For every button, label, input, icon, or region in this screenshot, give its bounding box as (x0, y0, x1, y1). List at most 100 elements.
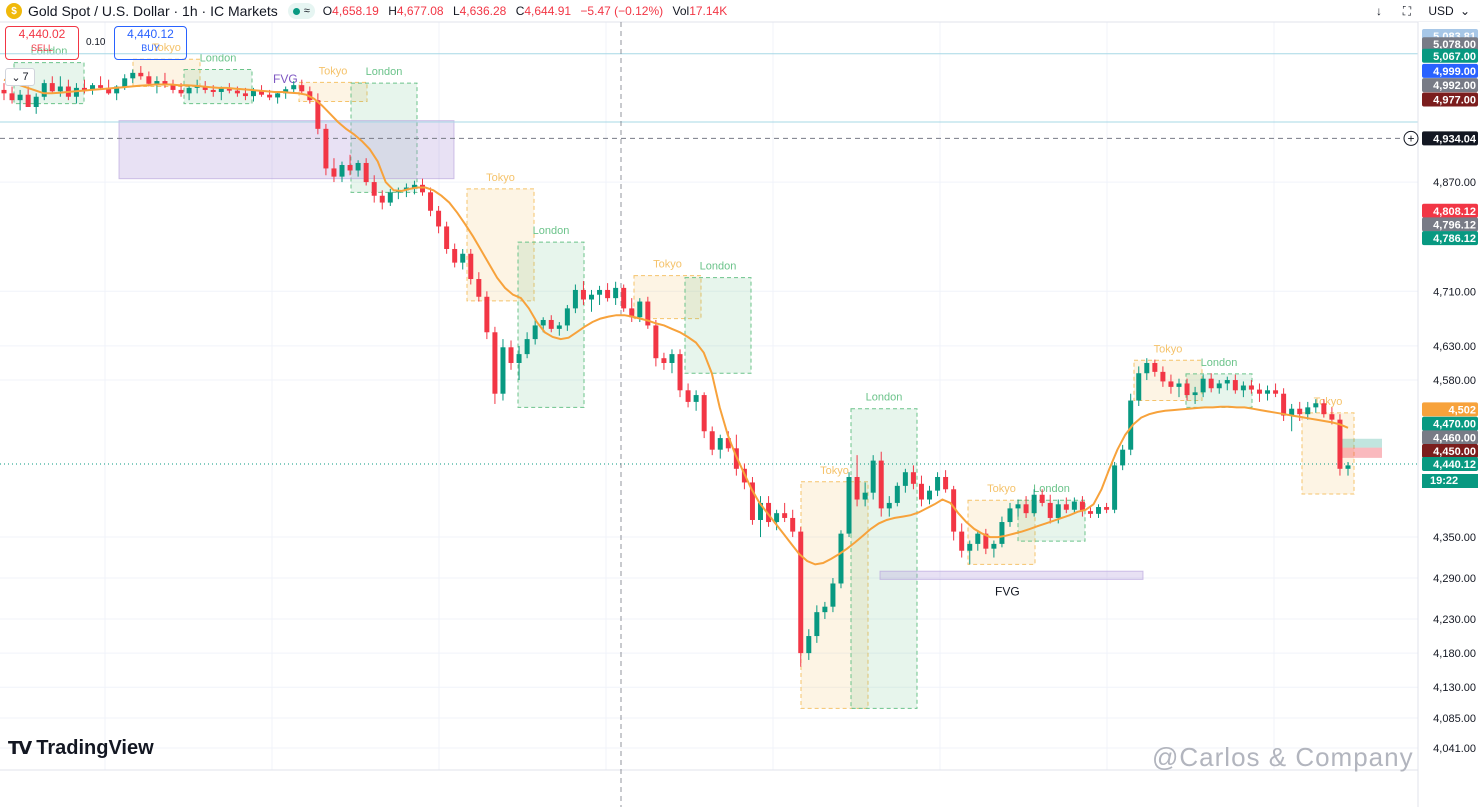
tradingview-logo[interactable]: 𝗧𝗩 TradingView (8, 737, 154, 760)
candle-body (822, 606, 828, 613)
indicator-count: 7 (22, 71, 29, 83)
price-label: 4,450.00 (1433, 446, 1476, 458)
chevron-down-icon[interactable]: ⌄ (1459, 4, 1471, 18)
session-label: London (1033, 483, 1070, 495)
candle-body (1321, 403, 1327, 415)
candle-body (677, 354, 683, 391)
candle-body (1240, 385, 1246, 391)
price-label: 4,470.00 (1433, 419, 1476, 431)
indicators-collapse-button[interactable]: ⌄ 7 (5, 68, 35, 86)
candle-body (250, 90, 256, 97)
price-label: 4,460.00 (1433, 432, 1476, 444)
candle-body (1265, 390, 1271, 394)
candle-body (1096, 507, 1102, 514)
candle-body (1216, 383, 1222, 389)
currency-selector[interactable]: USD (1428, 4, 1454, 18)
fvg-label: FVG (995, 584, 1020, 598)
candle-body (605, 289, 611, 299)
arrow-down-icon[interactable]: ↓ (1376, 4, 1382, 18)
price-label: 5,078.00 (1433, 39, 1476, 51)
fvg-label: FVG (273, 72, 298, 86)
sell-price: 4,440.02 (18, 27, 66, 41)
candle-body (81, 87, 87, 90)
candle-body (114, 86, 120, 94)
candles (1, 66, 1351, 667)
candle-body (1273, 390, 1279, 394)
candle-body (1329, 414, 1335, 420)
candle-body (323, 128, 329, 169)
gold-coin-icon: $ (6, 3, 22, 19)
candle-body (387, 192, 393, 203)
candle-body (1047, 502, 1053, 518)
candle-body (1152, 362, 1158, 372)
y-tick-label: 4,580.00 (1433, 375, 1476, 387)
session-label: London (31, 46, 68, 58)
candle-body (25, 94, 31, 107)
session-label: Tokyo (486, 172, 515, 184)
candle-body (749, 482, 755, 520)
price-label: 4,992.00 (1433, 80, 1476, 92)
candle-body (532, 325, 538, 340)
buy-button[interactable]: 4,440.12 BUY (114, 26, 187, 60)
candle-body (951, 489, 957, 532)
session-label: Tokyo (820, 465, 849, 477)
fullscreen-icon[interactable]: ⛶ (1402, 3, 1412, 18)
sell-button[interactable]: 4,440.02 SELL (5, 26, 79, 60)
y-tick-label: 4,870.00 (1433, 177, 1476, 189)
market-status-pill[interactable]: ≈ (287, 3, 315, 19)
wave-icon: ≈ (303, 5, 310, 17)
candle-body (1281, 393, 1287, 416)
candle-body (645, 301, 651, 326)
price-label-bg (1422, 37, 1478, 52)
session-zone (850, 408, 918, 709)
candle-body (943, 476, 949, 490)
candle-body (878, 460, 884, 509)
candle-body (910, 472, 916, 484)
add-alert-icon (1403, 130, 1419, 146)
candle-body (621, 287, 627, 309)
y-tick-label: 4,130.00 (1433, 682, 1476, 694)
buy-label: BUY (141, 43, 160, 53)
candle-body (597, 289, 603, 295)
y-tick-label: 4,230.00 (1433, 614, 1476, 626)
candle-body (1120, 449, 1126, 466)
tradingview-mark-icon: 𝗧𝗩 (8, 738, 32, 758)
candle-body (1345, 465, 1351, 469)
candle-body (1184, 383, 1190, 396)
volume-value: 17.14K (689, 4, 728, 18)
candle-body (894, 485, 900, 503)
price-label: 4,808.12 (1433, 206, 1476, 218)
high-value: 4,677.08 (396, 4, 444, 18)
candle-body (267, 94, 273, 98)
candle-body (1224, 380, 1230, 384)
candle-body (162, 81, 168, 86)
candle-body (259, 90, 265, 95)
candle-body (629, 308, 635, 318)
candle-body (935, 476, 941, 491)
candle-body (1079, 501, 1085, 512)
close-value: 4,644.91 (524, 4, 572, 18)
candle-body (331, 168, 337, 177)
chevron-down-icon: ⌄ (11, 71, 21, 84)
candle-body (1256, 389, 1262, 394)
candle-body (9, 93, 15, 101)
candle-body (556, 325, 562, 329)
candle-body (1039, 494, 1045, 503)
candle-body (862, 492, 868, 500)
candle-body (130, 72, 136, 79)
price-label-bg (1422, 457, 1478, 472)
candle-body (419, 184, 425, 193)
candle-body (363, 162, 369, 183)
candle-body (508, 347, 514, 363)
buy-price: 4,440.12 (127, 27, 174, 41)
candle-body (17, 94, 23, 101)
fvg-zones: FVG FVG (118, 72, 1144, 598)
session-label: London (866, 392, 903, 404)
candle-body (218, 87, 224, 92)
candle-body (975, 533, 981, 544)
candle-body (41, 83, 47, 97)
symbol-title[interactable]: Gold Spot / U.S. Dollar · 1h · IC Market… (28, 3, 278, 19)
candle-body (701, 395, 707, 432)
price-labels: 5,083.815,078.005,067.004,999.004,992.00… (1403, 29, 1478, 472)
